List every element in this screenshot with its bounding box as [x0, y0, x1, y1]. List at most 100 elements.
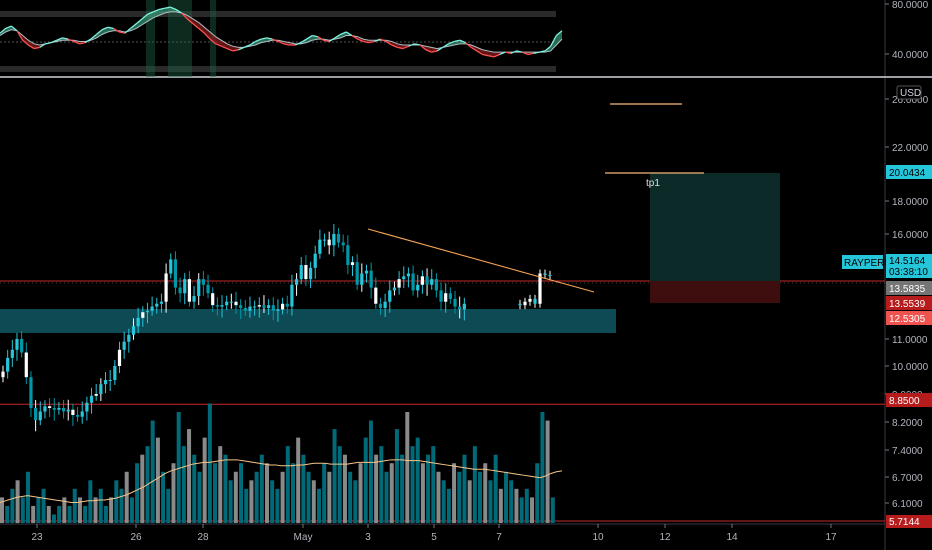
volume-bar: [187, 429, 192, 523]
osc-fast-segment: [45, 42, 52, 45]
time-axis[interactable]: 23 26 28 May 3 5 7 10 12 14 17: [31, 524, 837, 543]
candle-body: [453, 298, 457, 307]
osc-fast-segment: [209, 38, 217, 45]
candle-body: [364, 270, 369, 274]
osc-fill: [141, 14, 148, 25]
osc-fast-segment: [16, 30, 24, 41]
last-price-tag: 14.5164 03:38:10: [886, 254, 932, 278]
osc-fast-segment: [533, 51, 540, 54]
osc-fast-segment: [170, 6, 177, 11]
osc-fill: [5, 26, 12, 32]
candle-body: [197, 279, 201, 297]
candle-body: [462, 303, 466, 310]
volume-bar: [322, 463, 327, 523]
time-tick-label: 5: [431, 532, 437, 543]
volume-bar: [31, 505, 36, 523]
candle-body: [392, 287, 397, 291]
osc-fast-segment: [363, 40, 370, 44]
candle-body: [201, 279, 205, 285]
osc-fast-segment: [436, 46, 444, 52]
volume-bar: [296, 437, 301, 523]
volume-bar: [135, 463, 140, 523]
candle-body: [448, 293, 452, 299]
osc-fast-segment: [510, 50, 517, 54]
osc-fast-segment: [101, 26, 109, 31]
osc-fast-segment: [482, 53, 489, 57]
osc-fill: [22, 35, 29, 46]
candle-body: [220, 305, 224, 307]
volume-bar: [519, 497, 524, 523]
osc-fast-segment: [198, 27, 205, 34]
candle-body: [234, 301, 238, 306]
osc-fast-segment: [22, 39, 29, 46]
osc-fast-segment: [505, 51, 512, 54]
volume-bar: [249, 480, 254, 523]
candle-body: [313, 253, 317, 268]
time-tick-label: 12: [659, 532, 671, 543]
svg-text:USD: USD: [900, 88, 921, 99]
volume-bar: [192, 454, 197, 523]
volume-bar: [535, 463, 540, 523]
candle-body: [360, 273, 364, 285]
candle-body: [131, 326, 136, 335]
volume-bar: [176, 412, 181, 523]
candle-body: [248, 306, 252, 311]
candle-body: [80, 411, 84, 417]
osc-fast-segment: [431, 50, 438, 53]
osc-fast-segment: [96, 29, 103, 35]
candle-body: [89, 395, 94, 403]
volume-bar: [337, 446, 342, 523]
time-tick-label: 3: [365, 532, 371, 543]
candle-body: [383, 301, 387, 308]
price-tick-label: 22.0000: [892, 143, 929, 154]
osc-fill: [136, 18, 142, 29]
svg-text:14.5164: 14.5164: [889, 256, 926, 267]
time-tick-label: 10: [592, 532, 604, 543]
osc-fast-segment: [255, 38, 262, 43]
candle-body: [187, 279, 191, 302]
osc-fast-segment: [340, 31, 347, 35]
osc-fast-segment: [113, 27, 120, 33]
volume-bar: [270, 480, 275, 523]
price-tick-label: 11.0000: [892, 335, 928, 346]
candle-body: [127, 334, 131, 342]
volume-bar: [457, 471, 462, 523]
osc-fast-segment: [425, 49, 432, 53]
volume-bar: [98, 488, 103, 523]
volume-bar: [405, 412, 410, 523]
candle-body: [444, 293, 448, 302]
osc-fast-segment: [79, 42, 86, 45]
osc-fast-segment: [33, 46, 40, 50]
volume-ma-line: [0, 459, 563, 504]
volume-bar: [51, 514, 56, 523]
osc-fast-segment: [107, 26, 114, 30]
candle-body: [99, 384, 103, 394]
osc-fast-segment: [283, 43, 290, 46]
volume-bar: [301, 454, 306, 523]
candle-body: [29, 377, 33, 408]
volume-bar: [254, 471, 259, 523]
osc-fast-segment: [135, 18, 143, 25]
price-tick-label: 10.0000: [892, 362, 929, 373]
candle-body: [327, 239, 331, 246]
tp1-label: tp1: [646, 178, 660, 189]
osc-fast-segment: [323, 39, 330, 43]
volume-bar: [25, 471, 30, 523]
candle-body: [538, 273, 542, 304]
osc-fast-segment: [158, 7, 165, 11]
candle-body: [528, 298, 532, 302]
candle-body: [318, 239, 322, 254]
candle-body: [173, 259, 178, 288]
osc-fill: [227, 43, 233, 51]
volume-bar: [10, 488, 15, 523]
osc-fill: [204, 27, 211, 40]
volume-bar: [285, 446, 290, 523]
candle-body: [239, 305, 243, 308]
osc-fast-segment: [419, 44, 427, 51]
osc-fast-segment: [119, 31, 126, 34]
volume-bar: [207, 403, 212, 523]
osc-fast-segment: [272, 38, 279, 43]
candle-body: [543, 273, 547, 275]
candle-body: [430, 279, 434, 285]
